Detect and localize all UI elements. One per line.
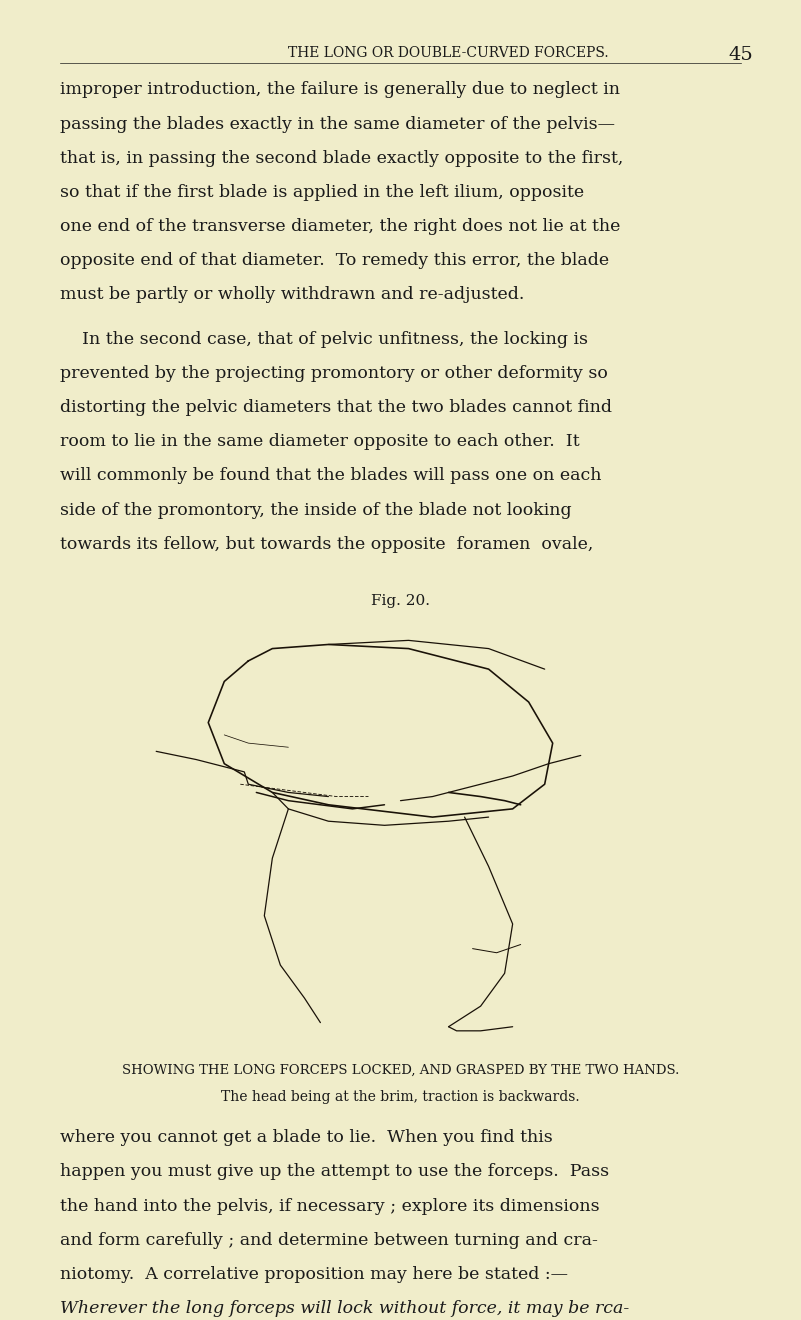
Text: 45: 45 — [729, 46, 754, 63]
Text: prevented by the projecting promontory or other deformity so: prevented by the projecting promontory o… — [60, 366, 608, 381]
Text: so that if the first blade is applied in the left ilium, opposite: so that if the first blade is applied in… — [60, 183, 584, 201]
Text: passing the blades exactly in the same diameter of the pelvis—: passing the blades exactly in the same d… — [60, 116, 615, 132]
Text: opposite end of that diameter.  To remedy this error, the blade: opposite end of that diameter. To remedy… — [60, 252, 610, 269]
Text: and form carefully ; and determine between turning and cra-: and form carefully ; and determine betwe… — [60, 1232, 598, 1249]
Text: THE LONG OR DOUBLE-CURVED FORCEPS.: THE LONG OR DOUBLE-CURVED FORCEPS. — [288, 46, 609, 59]
Text: SHOWING THE LONG FORCEPS LOCKED, AND GRASPED BY THE TWO HANDS.: SHOWING THE LONG FORCEPS LOCKED, AND GRA… — [122, 1064, 679, 1077]
Text: must be partly or wholly withdrawn and re-adjusted.: must be partly or wholly withdrawn and r… — [60, 286, 525, 304]
Text: side of the promontory, the inside of the blade not looking: side of the promontory, the inside of th… — [60, 502, 572, 519]
Text: where you cannot get a blade to lie.  When you find this: where you cannot get a blade to lie. Whe… — [60, 1130, 553, 1146]
Text: Fig. 20.: Fig. 20. — [371, 594, 430, 607]
Text: Wherever the long forceps will lock without force, it may be rca-: Wherever the long forceps will lock with… — [60, 1300, 630, 1317]
Text: improper introduction, the failure is generally due to neglect in: improper introduction, the failure is ge… — [60, 82, 620, 99]
Text: will commonly be found that the blades will pass one on each: will commonly be found that the blades w… — [60, 467, 602, 484]
Text: happen you must give up the attempt to use the forceps.  Pass: happen you must give up the attempt to u… — [60, 1163, 610, 1180]
Text: the hand into the pelvis, if necessary ; explore its dimensions: the hand into the pelvis, if necessary ;… — [60, 1197, 600, 1214]
Text: distorting the pelvic diameters that the two blades cannot find: distorting the pelvic diameters that the… — [60, 399, 612, 416]
Text: one end of the transverse diameter, the right does not lie at the: one end of the transverse diameter, the … — [60, 218, 621, 235]
Text: room to lie in the same diameter opposite to each other.  It: room to lie in the same diameter opposit… — [60, 433, 580, 450]
Text: In the second case, that of pelvic unfitness, the locking is: In the second case, that of pelvic unfit… — [60, 331, 588, 348]
Text: towards its fellow, but towards the opposite  foramen  ovale,: towards its fellow, but towards the oppo… — [60, 536, 594, 553]
Text: that is, in passing the second blade exactly opposite to the first,: that is, in passing the second blade exa… — [60, 149, 623, 166]
Text: The head being at the brim, traction is backwards.: The head being at the brim, traction is … — [221, 1090, 580, 1104]
Text: niotomy.  A correlative proposition may here be stated :—: niotomy. A correlative proposition may h… — [60, 1266, 568, 1283]
